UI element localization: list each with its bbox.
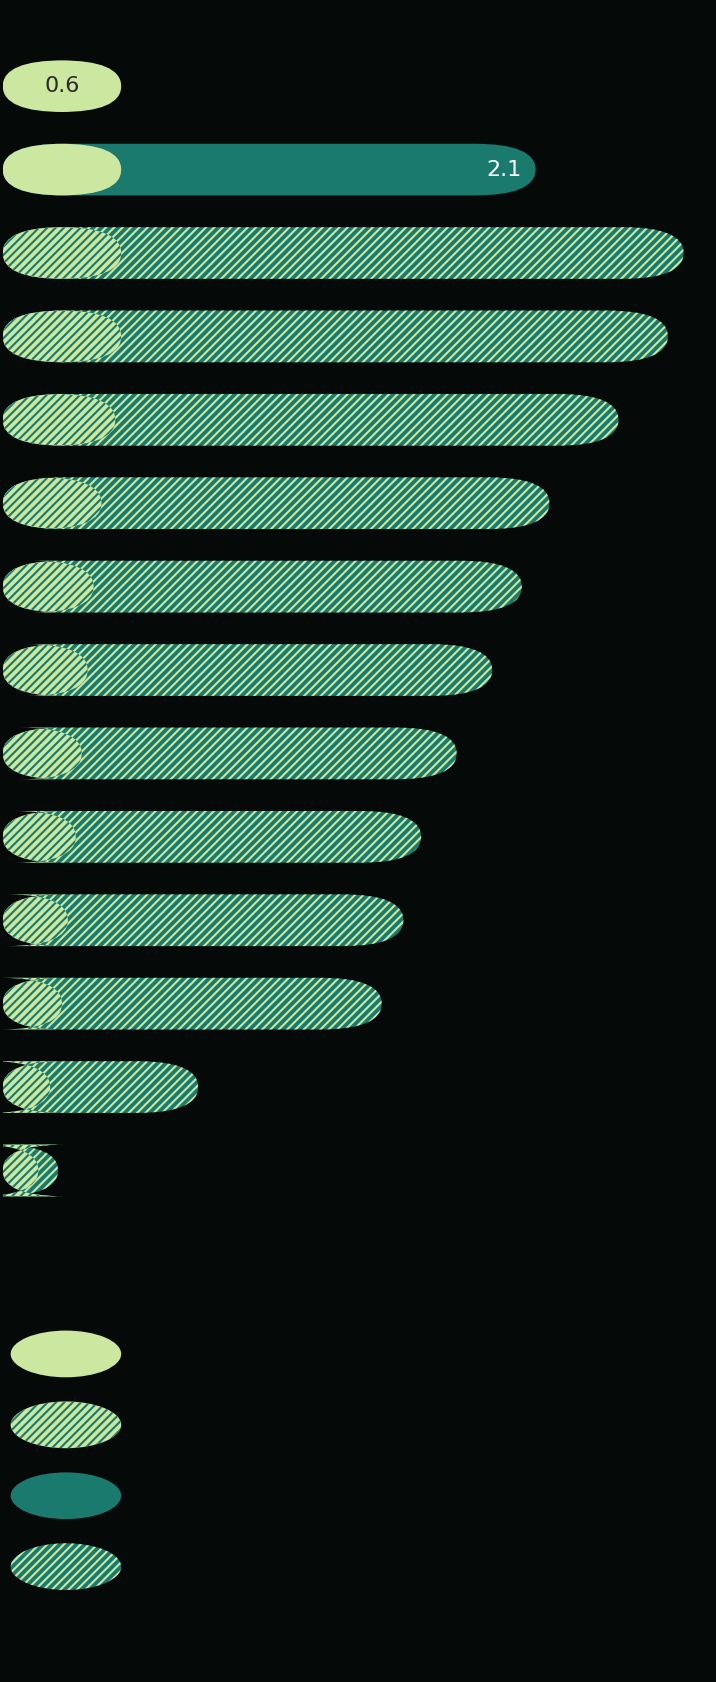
FancyBboxPatch shape — [3, 644, 492, 696]
FancyBboxPatch shape — [3, 728, 82, 779]
Circle shape — [11, 1544, 121, 1589]
FancyBboxPatch shape — [3, 61, 121, 113]
FancyBboxPatch shape — [3, 227, 684, 279]
FancyBboxPatch shape — [3, 478, 102, 530]
FancyBboxPatch shape — [3, 977, 382, 1029]
FancyBboxPatch shape — [3, 478, 549, 530]
FancyBboxPatch shape — [3, 143, 536, 195]
FancyBboxPatch shape — [1, 977, 64, 1029]
FancyBboxPatch shape — [0, 1144, 64, 1196]
FancyBboxPatch shape — [3, 895, 68, 945]
FancyBboxPatch shape — [0, 1061, 64, 1113]
FancyBboxPatch shape — [3, 1061, 198, 1113]
FancyBboxPatch shape — [3, 728, 457, 779]
Circle shape — [11, 1472, 121, 1519]
Circle shape — [11, 1401, 121, 1448]
FancyBboxPatch shape — [3, 560, 522, 612]
Text: 2.1: 2.1 — [487, 160, 522, 180]
FancyBboxPatch shape — [3, 311, 668, 362]
FancyBboxPatch shape — [3, 560, 94, 612]
FancyBboxPatch shape — [3, 811, 421, 863]
FancyBboxPatch shape — [0, 1144, 64, 1196]
FancyBboxPatch shape — [3, 811, 76, 863]
Text: 0.6: 0.6 — [44, 76, 79, 96]
FancyBboxPatch shape — [3, 227, 121, 279]
FancyBboxPatch shape — [3, 394, 115, 446]
FancyBboxPatch shape — [3, 394, 619, 446]
FancyBboxPatch shape — [3, 644, 87, 696]
FancyBboxPatch shape — [3, 143, 121, 195]
FancyBboxPatch shape — [3, 311, 121, 362]
FancyBboxPatch shape — [3, 895, 403, 945]
Circle shape — [11, 1330, 121, 1378]
